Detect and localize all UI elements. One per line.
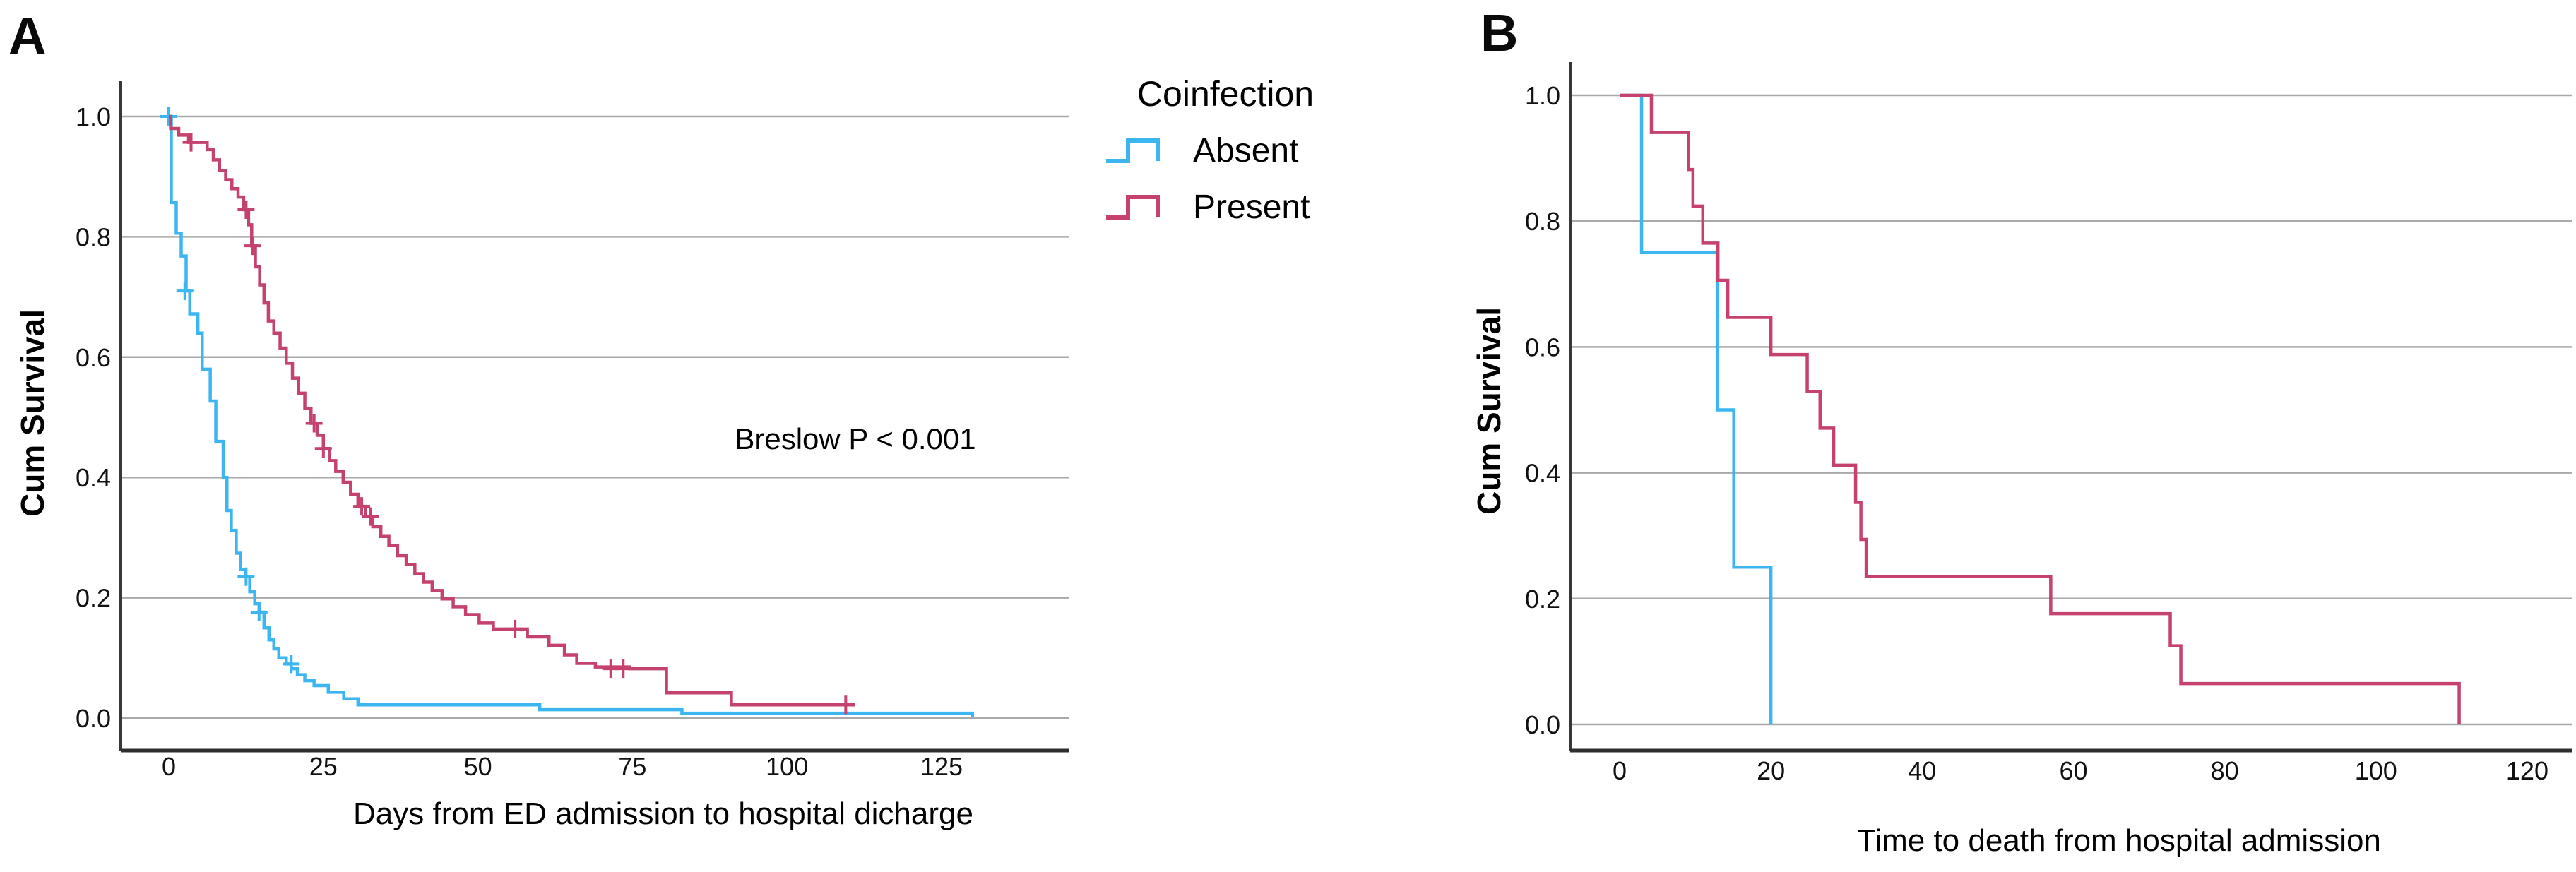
panel-b-y-tick-label: 0.6 (1525, 333, 1560, 362)
panel-a-x-tick-label: 125 (920, 752, 963, 781)
panel-b-y-tick-label: 0.2 (1525, 585, 1560, 614)
legend-item-present-label: Present (1193, 188, 1310, 226)
present-censor-mark-a (314, 439, 332, 458)
panel-a-y-axis-title: Cum Survival (14, 309, 51, 517)
panel-a-x-tick-label: 100 (766, 752, 808, 781)
panel-b-x-axis-title: Time to death from hospital admission (1857, 823, 2381, 858)
legend-item-present: Present (1091, 186, 1360, 227)
present-step-line-icon (1106, 195, 1160, 220)
legend-item-absent-label: Absent (1193, 131, 1299, 169)
panel-a-y-tick-label: 1.0 (76, 102, 111, 131)
panel-b-x-tick-label: 100 (2355, 756, 2397, 785)
panel-a-x-tick-label: 50 (464, 752, 492, 781)
present-survival-curve-b (1620, 93, 2461, 724)
panel-a-y-tick-label: 0.6 (76, 343, 111, 372)
legend-item-absent: Absent (1091, 130, 1360, 171)
panel-b-x-tick-label: 120 (2506, 756, 2548, 785)
present-censor-mark-a (244, 237, 262, 256)
present-censor-mark-a (237, 201, 255, 220)
present-censor-mark-a (353, 497, 371, 516)
panel-b-label: B (1480, 4, 1519, 62)
panel-b-y-axis-title: Cum Survival (1471, 307, 1507, 515)
panel-b-y-tick-label: 0.8 (1525, 207, 1560, 236)
legend-title: Coinfection (1136, 74, 1314, 114)
present-censor-mark-a (837, 695, 855, 715)
absent-step-line-icon (1106, 138, 1160, 163)
panel-b-y-tick-label: 1.0 (1525, 81, 1560, 110)
panel-b-x-tick-label: 40 (1908, 756, 1936, 785)
legend: Coinfection Absent Present (1091, 73, 1360, 227)
present-censor-mark-a (506, 619, 524, 638)
panel-a-x-axis-title: Days from ED admission to hospital dicha… (353, 796, 973, 831)
panel-a-x-tick-label: 25 (309, 752, 338, 781)
panel-b-x-tick-label: 80 (2211, 756, 2239, 785)
absent-survival-curve-a (169, 114, 975, 717)
absent-censor-mark-a (176, 282, 194, 301)
absent-survival-curve-b (1620, 93, 1773, 724)
panel-a-x-tick-label: 0 (162, 752, 176, 781)
present-censor-mark-a (305, 414, 323, 433)
absent-censor-mark-a (283, 655, 300, 674)
absent-censor-mark-a (250, 603, 268, 622)
panel-b-x-tick-label: 60 (2059, 756, 2087, 785)
panel-a-label: A (8, 6, 47, 65)
breslow-p-value-annotation: Breslow P < 0.001 (735, 422, 976, 455)
panel-a-y-tick-label: 0.2 (76, 584, 111, 613)
panel-a-x-tick-label: 75 (618, 752, 646, 781)
present-censor-mark-a (182, 133, 200, 152)
panel-a-y-tick-label: 0.4 (76, 463, 111, 492)
panel-a-y-tick-label: 0.0 (76, 704, 111, 733)
present-censor-mark-a (615, 659, 632, 679)
panel-b-y-tick-label: 0.4 (1525, 459, 1560, 488)
panel-b-y-tick-label: 0.0 (1525, 710, 1560, 739)
panel-b-x-tick-label: 20 (1757, 756, 1785, 785)
panel-b-x-tick-label: 0 (1613, 756, 1627, 785)
present-censor-mark-a (362, 507, 379, 526)
panel-a-y-tick-label: 0.8 (76, 222, 111, 251)
present-survival-curve-a (169, 114, 855, 707)
absent-censor-mark-a (237, 567, 255, 586)
